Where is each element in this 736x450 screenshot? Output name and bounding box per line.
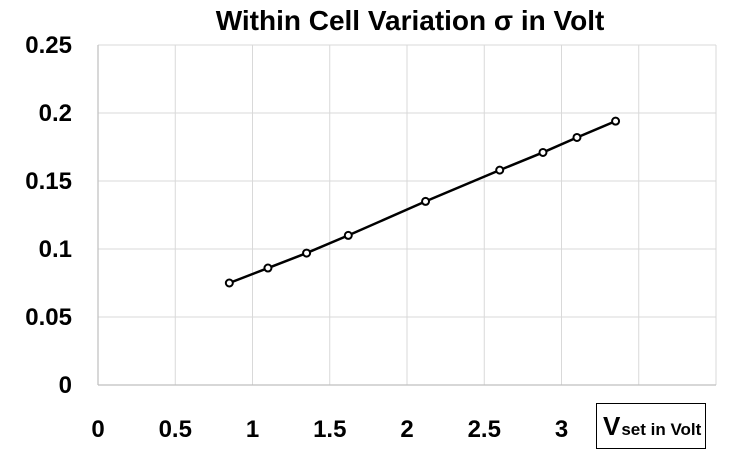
data-point: [263, 263, 273, 273]
x-tick-label: 0: [91, 416, 104, 443]
y-tick-label: 0.1: [39, 236, 72, 263]
x-tick-label: 2: [400, 416, 413, 443]
axes: [97, 45, 716, 386]
data-point: [302, 248, 312, 258]
x-axis-label-main: V: [603, 410, 621, 441]
x-tick-label: 1: [246, 416, 259, 443]
y-tick-label: 0.25: [25, 32, 72, 59]
data-point: [572, 132, 582, 142]
x-tick-label: 1.5: [313, 416, 346, 443]
series-group: [224, 116, 621, 288]
x-tick-label: 3: [555, 416, 568, 443]
data-point: [538, 147, 548, 157]
y-tick-label: 0.2: [39, 100, 72, 127]
x-tick-label: 0.5: [159, 416, 192, 443]
data-point: [421, 196, 431, 206]
x-tick-label: 2.5: [468, 416, 501, 443]
data-point: [495, 165, 505, 175]
data-point: [611, 116, 621, 126]
chart-title: Within Cell Variation σ in Volt: [216, 5, 605, 36]
x-axis-label-sub: set in Volt: [621, 420, 702, 439]
y-tick-label: 0: [59, 372, 72, 399]
grid: [98, 44, 717, 385]
data-point: [224, 278, 234, 288]
x-tick-labels: 0 0.5 1 1.5 2 2.5 3: [91, 416, 568, 443]
data-point: [343, 230, 353, 240]
y-tick-label: 0.05: [25, 304, 72, 331]
y-tick-labels: 0.25 0.2 0.15 0.1 0.05 0: [25, 32, 72, 399]
y-tick-label: 0.15: [25, 168, 72, 195]
